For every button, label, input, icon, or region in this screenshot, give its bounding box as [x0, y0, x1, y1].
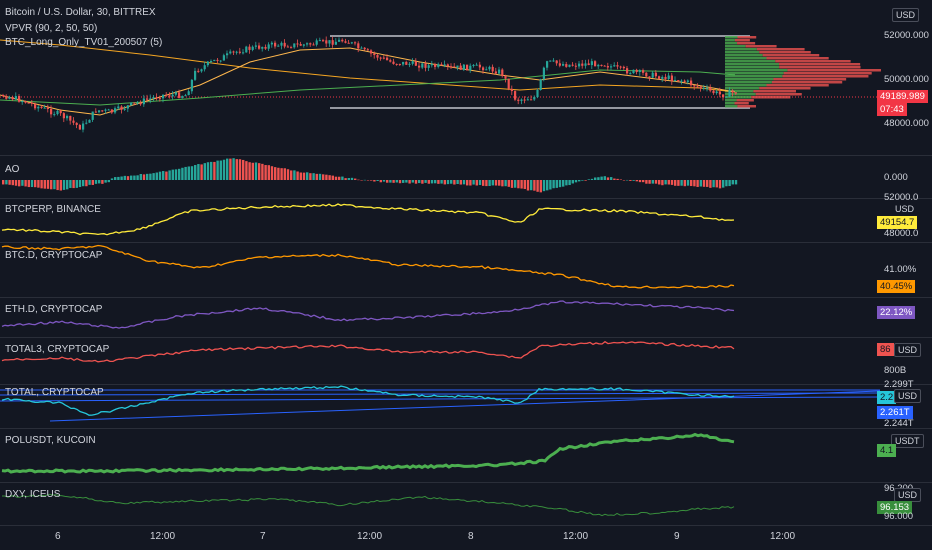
total3-line	[1, 340, 735, 363]
time-tick: 12:00	[770, 531, 796, 542]
time-tick: 12:00	[357, 531, 383, 542]
btcperp-price-tag: 49154.7	[877, 216, 918, 229]
dxy-series	[2, 493, 735, 517]
btcd-series	[1, 244, 735, 289]
trend-line	[0, 392, 881, 396]
candles	[2, 36, 737, 133]
btcperp-pane[interactable]: BTCPERP, BINANCE 52000.0 USD 49154.7 480…	[0, 192, 932, 242]
time-tick: 8	[468, 531, 474, 542]
polusdt-value-tag: 4.1	[877, 444, 897, 457]
legend-dxy[interactable]: DXY, ICEUS	[5, 489, 61, 500]
legend-btcd[interactable]: BTC.D, CRYPTOCAP	[5, 250, 103, 261]
total3-pane[interactable]: TOTAL3, CRYPTOCAP 86 USD 800B	[0, 338, 932, 384]
candlestick-chart[interactable]	[0, 0, 932, 155]
bar-countdown-tag: 07:43	[877, 103, 907, 116]
y-tick: 52000.000	[884, 30, 929, 41]
time-tick: 7	[260, 531, 266, 542]
total-value-tag: 2.2	[877, 391, 897, 404]
total3-value-tag: 86	[877, 343, 894, 356]
dxy-line	[2, 493, 735, 517]
polusdt-series	[1, 432, 735, 474]
pane-separator[interactable]	[0, 155, 932, 156]
total-tick: 2.299T	[884, 379, 914, 390]
btcperp-currency[interactable]: USD	[892, 203, 918, 215]
pane-separator[interactable]	[0, 337, 932, 338]
last-price-tag: 49189.989	[877, 90, 928, 103]
btcperp-series	[1, 203, 735, 236]
total-series	[1, 385, 735, 416]
legend-total[interactable]: TOTAL, CRYPTOCAP	[5, 387, 104, 398]
polusdt-line	[1, 432, 735, 474]
btcd-value-tag: 40.45%	[877, 280, 916, 293]
btcd-line	[1, 244, 735, 289]
trend-line	[49, 390, 881, 422]
time-tick: 12:00	[150, 531, 176, 542]
legend-total3[interactable]: TOTAL3, CRYPTOCAP	[5, 344, 110, 355]
total3-series	[1, 340, 735, 363]
time-tick: 6	[55, 531, 61, 542]
total3-currency[interactable]: USD	[894, 343, 922, 357]
btcd-pane[interactable]: BTC.D, CRYPTOCAP 41.00% 40.45%	[0, 243, 932, 297]
trend-line	[0, 396, 881, 402]
legend-polusdt[interactable]: POLUSDT, KUCOIN	[5, 435, 96, 446]
ethd-line	[1, 300, 735, 329]
time-axis[interactable]: 6 12:00 7 12:00 8 12:00 9 12:00	[0, 526, 932, 550]
ao-histogram	[2, 158, 738, 193]
ao-pane[interactable]: AO 0.000	[0, 156, 932, 198]
time-tick: 12:00	[563, 531, 589, 542]
ao-zero-tick: 0.000	[884, 172, 908, 183]
legend-strategy[interactable]: BTC_Long_Only_TV01_200507 (5)	[5, 37, 163, 48]
pane-separator[interactable]	[0, 242, 932, 243]
volume-profile	[725, 36, 881, 108]
legend-btcperp[interactable]: BTCPERP, BINANCE	[5, 204, 101, 215]
currency-button[interactable]: USD	[892, 8, 920, 22]
pane-separator[interactable]	[0, 428, 932, 429]
btcperp-tick: 52000.0	[884, 192, 919, 203]
polusdt-pane[interactable]: POLUSDT, KUCOIN USDT 4.1	[0, 429, 932, 482]
legend-ethd[interactable]: ETH.D, CRYPTOCAP	[5, 304, 103, 315]
time-tick: 9	[674, 531, 680, 542]
total-pane[interactable]: TOTAL, CRYPTOCAP 2.299T 2.2 USD 2.261T 2…	[0, 379, 932, 429]
dxy-tick: 96.000	[884, 511, 914, 522]
total-currency[interactable]: USD	[894, 389, 922, 403]
dxy-value-tag: 96.153	[877, 501, 913, 514]
total-trendline-tag: 2.261T	[877, 406, 913, 419]
ao-bars	[2, 158, 738, 193]
pane-separator[interactable]	[0, 384, 932, 385]
ethd-series	[1, 300, 735, 329]
total3-tick: 800B	[884, 365, 907, 376]
btcperp-tick: 48000.0	[884, 228, 919, 239]
legend-ao[interactable]: AO	[5, 164, 20, 175]
btcperp-line	[1, 203, 735, 236]
btcd-tick: 41.00%	[884, 264, 917, 275]
pane-separator[interactable]	[0, 297, 932, 298]
ethd-pane[interactable]: ETH.D, CRYPTOCAP 22.12%	[0, 298, 932, 337]
legend-vpvr[interactable]: VPVR (90, 2, 50, 50)	[5, 23, 98, 34]
main-price-pane[interactable]: Bitcoin / U.S. Dollar, 30, BITTREX VPVR …	[0, 0, 932, 155]
total-tick: 2.244T	[884, 418, 914, 429]
pane-separator[interactable]	[0, 482, 932, 483]
dxy-pane[interactable]: DXY, ICEUS 96.200 USD 96.153 96.000	[0, 483, 932, 525]
y-tick: 50000.000	[884, 74, 929, 85]
y-tick: 48000.000	[884, 118, 929, 129]
moving-average-short	[0, 47, 736, 116]
pane-separator[interactable]	[0, 525, 932, 526]
pane-separator[interactable]	[0, 198, 932, 199]
total-line	[0, 385, 881, 422]
ethd-value-tag: 22.12%	[877, 306, 916, 319]
moving-average-orange	[0, 39, 736, 93]
legend-symbol[interactable]: Bitcoin / U.S. Dollar, 30, BITTREX	[5, 7, 156, 18]
dxy-currency[interactable]: USD	[894, 488, 922, 502]
polusdt-currency[interactable]: USDT	[891, 434, 924, 448]
